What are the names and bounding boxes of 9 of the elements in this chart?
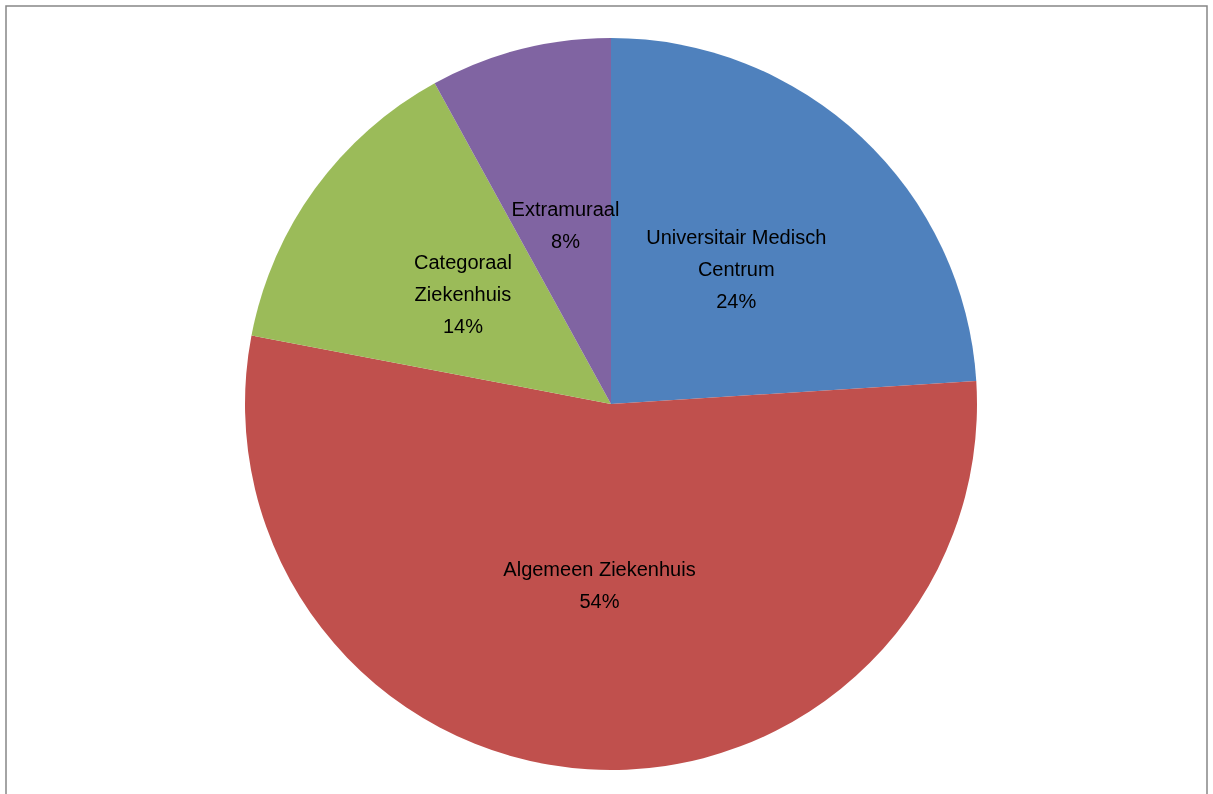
slice-label: Universitair Medisch Centrum (646, 225, 827, 280)
slice-label: Extramuraal (511, 198, 620, 221)
slice-label: Categoraal Ziekenhuis (414, 251, 512, 306)
data-label: 8% (551, 230, 581, 253)
pie-slice (245, 335, 977, 770)
data-label: 54% (579, 589, 620, 612)
data-label: 14% (442, 315, 484, 338)
slice-label: Algemeen Ziekenhuis (503, 557, 696, 580)
data-label: 24% (716, 289, 757, 312)
